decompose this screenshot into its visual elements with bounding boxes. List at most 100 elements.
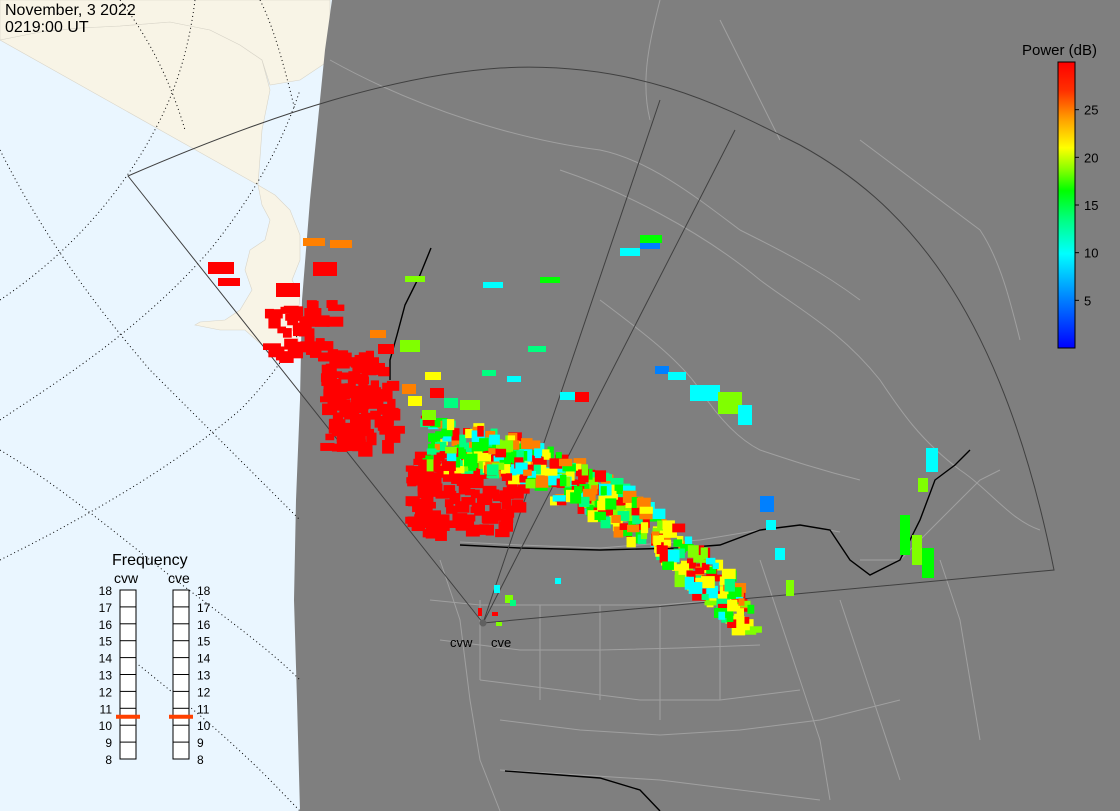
echo-cell <box>528 464 541 475</box>
echo-cell <box>479 524 489 535</box>
echo-cell <box>444 398 458 408</box>
echo-cell <box>505 505 514 515</box>
echo-cell <box>465 524 480 537</box>
frequency-level-label-right: 14 <box>197 652 211 666</box>
echo-cell <box>460 400 480 410</box>
echo-cell <box>499 459 512 468</box>
echo-cell <box>439 451 454 458</box>
echo-cell <box>575 392 589 402</box>
echo-cell <box>320 396 333 403</box>
echo-cell <box>533 457 545 468</box>
echo-cell <box>382 382 393 391</box>
echo-cell <box>662 561 674 570</box>
echo-cell <box>726 611 734 623</box>
echo-cell <box>918 478 928 492</box>
echo-cell <box>452 513 468 524</box>
echo-cell <box>422 459 430 471</box>
echo-cell <box>527 470 537 478</box>
frequency-level-label-right: 17 <box>197 601 211 615</box>
echo-cell <box>456 479 469 486</box>
echo-cell <box>380 389 393 402</box>
echo-cell <box>431 439 438 447</box>
echo-cell <box>337 395 347 406</box>
echo-cell <box>504 514 514 523</box>
colorbar-gradient <box>1057 61 1076 349</box>
echo-cell <box>612 518 623 532</box>
echo-cell <box>339 405 349 418</box>
echo-cell <box>523 469 532 476</box>
echo-cell <box>387 407 399 417</box>
echo-cell <box>331 425 346 437</box>
echo-cell <box>366 432 377 446</box>
echo-cell <box>617 511 630 521</box>
echo-cell <box>443 520 458 528</box>
echo-cell <box>400 340 420 352</box>
frequency-level-label-left: 15 <box>99 635 113 649</box>
echo-cell <box>457 444 465 453</box>
echo-cell <box>415 475 426 486</box>
echo-cell <box>570 492 582 504</box>
radar-site-marker <box>479 619 487 627</box>
echo-cell <box>673 539 683 547</box>
echo-cell <box>611 515 621 523</box>
echo-cell <box>688 582 703 594</box>
echo-cell <box>435 431 444 438</box>
echo-cell <box>423 511 438 522</box>
echo-cell <box>617 490 625 501</box>
echo-cell <box>659 551 673 563</box>
echo-cell <box>422 417 435 426</box>
echo-cell <box>408 396 422 406</box>
echo-cell <box>633 508 643 516</box>
echo-cell <box>332 412 344 425</box>
frequency-level-label-left: 16 <box>99 618 113 632</box>
echo-cell <box>480 452 491 463</box>
echo-cell <box>384 431 401 443</box>
echo-cell <box>358 403 369 413</box>
frequency-level-label-right: 15 <box>197 635 211 649</box>
echo-cell <box>517 484 529 493</box>
echo-cell <box>613 526 624 538</box>
echo-cell <box>433 459 441 468</box>
echo-cell <box>562 464 576 472</box>
echo-cell <box>577 491 586 501</box>
echo-cell <box>534 443 545 457</box>
echo-cell <box>535 476 549 488</box>
echo-cell <box>642 514 650 528</box>
echo-cell <box>277 326 287 334</box>
echo-cell <box>374 415 385 428</box>
echo-cell <box>740 600 751 608</box>
echo-cell <box>300 341 318 352</box>
echo-cell <box>573 458 587 465</box>
echo-cell <box>268 346 285 358</box>
echo-cell <box>687 545 699 558</box>
echo-cell <box>686 558 697 569</box>
echo-cell <box>594 470 607 482</box>
echo-cell <box>306 348 317 355</box>
echo-cell <box>507 376 521 382</box>
echo-cell <box>268 317 281 329</box>
echo-cell <box>493 455 505 465</box>
echo-cell <box>640 522 649 534</box>
echo-cell <box>585 468 593 480</box>
echo-cell <box>303 238 325 246</box>
echo-cell <box>534 449 542 459</box>
echo-cell <box>741 616 750 624</box>
echo-cell <box>631 496 638 508</box>
echo-cell <box>652 527 660 535</box>
echo-cell <box>627 524 640 533</box>
echo-cell <box>730 616 745 628</box>
echo-cell <box>544 468 558 476</box>
frequency-level-label-right: 9 <box>197 736 204 750</box>
echo-cell <box>382 440 394 454</box>
echo-cell <box>466 514 476 522</box>
echo-cell <box>701 562 710 571</box>
echo-cell <box>926 448 938 472</box>
echo-cell <box>688 571 696 583</box>
echo-cell <box>587 510 598 523</box>
echo-cell <box>365 350 374 359</box>
radar-fov <box>127 66 1055 624</box>
frequency-level-label-left: 13 <box>99 669 113 683</box>
echo-cell <box>422 529 435 538</box>
echo-cell <box>619 523 628 530</box>
